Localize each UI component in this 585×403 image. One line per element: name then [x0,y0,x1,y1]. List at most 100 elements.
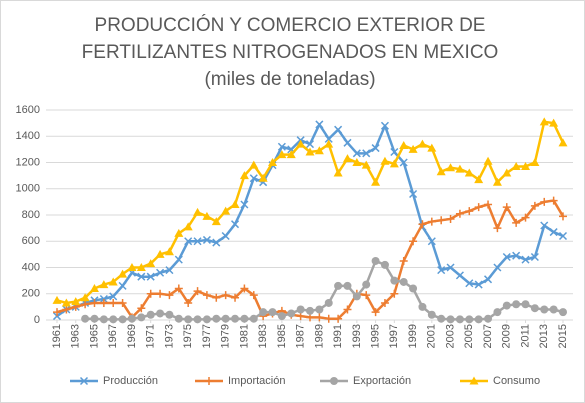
legend-marker [205,377,213,385]
marker [202,291,211,300]
marker [165,266,174,275]
marker [89,284,99,292]
marker [371,256,380,265]
legend-label: Producción [103,375,158,387]
marker [324,298,333,307]
x-tick-label: 1961 [51,324,63,348]
marker [465,279,474,288]
y-tick-label: 1200 [16,156,40,168]
x-tick-label: 2011 [519,324,531,348]
marker [493,224,502,233]
x-tick-label: 2007 [482,324,494,348]
marker [371,308,380,317]
marker [156,268,165,277]
marker [90,314,99,323]
marker [231,220,240,229]
marker [371,177,381,186]
marker [540,305,549,314]
marker [408,144,418,153]
marker [390,147,399,157]
x-tick-label: 1991 [332,324,344,348]
marker [455,271,464,280]
x-tick-label: 1967 [107,324,119,348]
marker [249,314,258,323]
marker [409,284,418,293]
legend-marker [79,376,89,386]
marker [306,306,314,315]
marker [399,140,409,149]
marker [492,177,502,186]
marker [137,272,146,281]
marker [334,314,343,323]
marker [380,156,390,165]
marker [540,197,549,206]
marker [484,314,493,323]
marker [324,314,333,323]
marker [549,196,558,205]
marker [146,259,156,268]
x-tick-label: 1971 [145,324,157,348]
marker [389,159,399,168]
marker [118,298,127,307]
marker [174,255,183,264]
marker [371,144,380,153]
x-tick-label: 2005 [463,324,475,348]
marker [380,121,389,130]
marker [268,158,278,166]
marker [127,263,137,271]
marker [80,293,90,302]
marker [446,163,456,172]
marker [343,281,352,290]
marker [268,308,277,317]
marker [193,287,202,296]
x-tick-label: 1989 [313,324,325,348]
marker [230,200,240,208]
marker [277,150,287,159]
legend-marker [469,376,479,385]
y-tick-label: 400 [22,261,40,273]
marker [314,146,324,155]
x-tick-label: 2003 [444,324,456,348]
marker [493,308,502,317]
marker [474,315,483,324]
marker [258,173,268,182]
marker [540,221,549,230]
marker [333,168,343,177]
marker [286,150,296,159]
x-tick-label: 1963 [70,324,82,348]
marker [549,228,558,237]
marker [521,300,530,309]
marker [287,309,296,318]
marker [240,200,249,209]
marker [399,277,408,286]
marker [549,305,558,314]
marker [184,237,193,246]
marker [315,120,324,129]
marker [324,134,333,143]
marker [118,315,127,324]
marker [530,252,539,262]
marker [315,305,324,314]
marker [362,291,371,300]
marker [334,281,343,290]
marker [437,314,446,323]
marker [211,217,221,226]
marker [484,200,493,209]
marker [352,158,362,166]
legend-marker [330,377,338,385]
marker [521,161,531,170]
marker [221,206,231,215]
x-tick-label: 1999 [407,324,419,348]
marker [109,315,118,324]
series-line [85,259,564,321]
x-tick-label: 1975 [182,324,194,348]
x-tick-label: 1995 [369,324,381,348]
marker [464,168,474,177]
marker [399,256,408,265]
marker [108,277,118,286]
marker [156,309,165,318]
y-tick-label: 800 [22,209,40,221]
marker [231,293,240,302]
marker [164,247,174,256]
